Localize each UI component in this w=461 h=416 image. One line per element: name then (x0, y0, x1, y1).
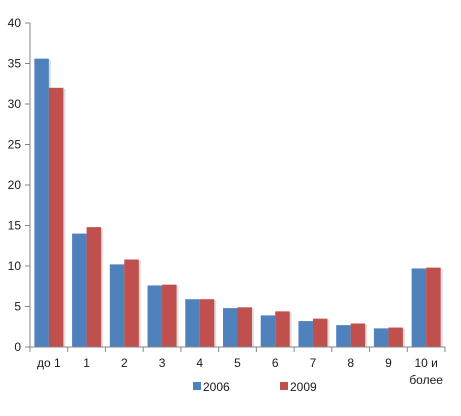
x-tick-label-line: 5 (234, 356, 241, 370)
x-tick-label: 9 (385, 356, 392, 370)
x-tick-label: 4 (196, 356, 203, 370)
y-tick-label: 30 (8, 97, 22, 111)
x-axis-labels: до 1 1 2 3 4 5 6 7 8 9 10 и более (37, 356, 443, 387)
axes (29, 23, 446, 352)
x-tick-label-line: 7 (310, 356, 317, 370)
x-tick-label-line: 10 и (414, 356, 437, 370)
legend-swatch-2009 (280, 382, 288, 390)
bar-2006 (373, 328, 389, 347)
y-tick-label: 5 (14, 300, 21, 314)
bar-2006 (223, 308, 238, 347)
x-tick-label: 6 (272, 356, 279, 370)
y-tick-label: 0 (14, 340, 21, 354)
legend-swatch-2006 (193, 382, 201, 390)
x-tick-label-line: 4 (196, 356, 203, 370)
bar-2009 (237, 307, 252, 347)
y-tick-label: 15 (8, 219, 22, 233)
bar-2006 (185, 299, 200, 347)
bar-2009 (199, 299, 215, 347)
bar-2009 (124, 259, 139, 347)
bar-2006 (72, 233, 87, 347)
bar-2006 (109, 264, 125, 347)
x-tick-label: 3 (159, 356, 166, 370)
bar-2006 (336, 325, 351, 347)
x-tick-label-line: более (409, 373, 443, 387)
bars (34, 58, 443, 348)
x-tick-label: 1 (83, 356, 90, 370)
bar-2009 (350, 323, 366, 347)
legend-label-2006: 2006 (203, 380, 230, 394)
bar-2006 (411, 268, 427, 347)
bar-2009 (426, 267, 441, 347)
bar-2006 (260, 315, 276, 347)
y-axis-ticks: 0 5 10 15 20 25 30 35 40 (8, 16, 30, 354)
x-tick-label: 7 (310, 356, 317, 370)
y-tick-label: 20 (8, 178, 22, 192)
bar-2009 (312, 318, 328, 347)
x-tick-label: 10 и более (409, 356, 443, 387)
y-tick-label: 10 (8, 259, 22, 273)
legend-label-2009: 2009 (290, 380, 317, 394)
bar-2009 (48, 87, 64, 348)
y-tick-label: 25 (8, 138, 22, 152)
x-tick-label: до 1 (37, 356, 61, 370)
x-tick-label-line: 3 (159, 356, 166, 370)
bar-2009 (86, 227, 102, 347)
bar-2006 (34, 58, 49, 347)
legend: 2006 2009 (193, 380, 317, 394)
x-tick-label: 8 (347, 356, 354, 370)
bar-2006 (298, 321, 313, 347)
bar-2009 (162, 284, 177, 347)
y-tick-label: 35 (8, 57, 22, 71)
bar-2006 (147, 285, 163, 347)
x-tick-label-line: 2 (121, 356, 128, 370)
x-tick-label-line: 9 (385, 356, 392, 370)
x-tick-label: 2 (121, 356, 128, 370)
bar-2009 (388, 327, 403, 347)
x-tick-label-line: 1 (83, 356, 90, 370)
x-tick-label-line: до 1 (37, 356, 61, 370)
x-tick-label-line: 6 (272, 356, 279, 370)
x-tick-label-line: 8 (347, 356, 354, 370)
x-tick-label: 5 (234, 356, 241, 370)
bar-2009 (275, 311, 290, 347)
y-tick-label: 40 (8, 16, 22, 30)
